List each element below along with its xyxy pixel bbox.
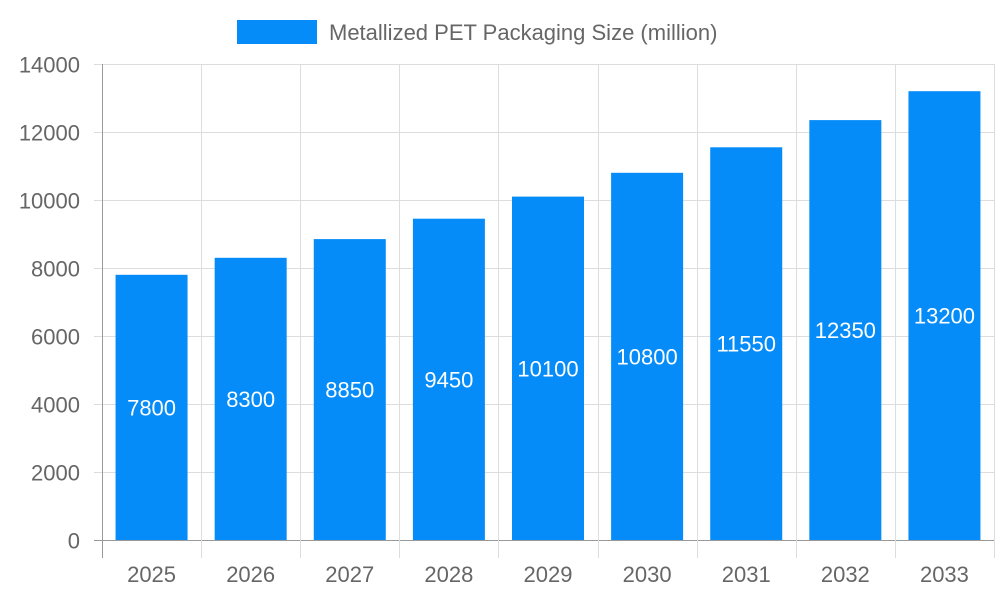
bar	[313, 239, 386, 540]
bar	[809, 120, 882, 540]
legend-swatch	[237, 20, 317, 44]
data-label: 9450	[424, 367, 473, 392]
data-label: 7800	[127, 395, 176, 420]
x-tick-label: 2029	[524, 562, 573, 587]
y-tick-label: 12000	[19, 121, 80, 146]
bar	[908, 91, 981, 540]
y-tick-label: 0	[68, 529, 80, 554]
x-tick-label: 2028	[424, 562, 473, 587]
x-tick-label: 2026	[226, 562, 275, 587]
bar	[512, 196, 584, 540]
bar	[412, 218, 485, 540]
x-tick-label: 2033	[920, 562, 969, 587]
legend: Metallized PET Packaging Size (million)	[237, 20, 717, 45]
y-tick-label: 2000	[31, 461, 80, 486]
y-tick-label: 8000	[31, 257, 80, 282]
bar	[214, 257, 287, 540]
data-label: 12350	[815, 318, 876, 343]
bar	[710, 147, 783, 541]
x-tick-label: 2027	[325, 562, 374, 587]
bars: 7800 8300 8850 9450 10100 10800 11550 12350 1320…	[115, 91, 981, 541]
bar	[115, 274, 188, 540]
bar	[611, 172, 684, 541]
y-tick-label: 6000	[31, 325, 80, 350]
x-tick-label: 2030	[623, 562, 672, 587]
y-tick-label: 10000	[19, 189, 80, 214]
data-label: 10100	[517, 356, 578, 381]
data-label: 10800	[617, 344, 678, 369]
y-tick-label: 4000	[31, 393, 80, 418]
axes: 0 2000 4000 6000 8000 10000 12000 14000 2025 2026…	[19, 53, 969, 588]
x-tick-label: 2025	[127, 562, 176, 587]
data-label: 11550	[716, 332, 776, 357]
data-label: 8850	[325, 378, 374, 403]
y-tick-label: 14000	[19, 53, 80, 78]
x-tick-label: 2032	[821, 562, 870, 587]
data-label: 8300	[226, 387, 275, 412]
data-label: 13200	[914, 304, 975, 329]
legend-label: Metallized PET Packaging Size (million)	[329, 20, 717, 45]
x-tick-label: 2031	[722, 562, 771, 587]
